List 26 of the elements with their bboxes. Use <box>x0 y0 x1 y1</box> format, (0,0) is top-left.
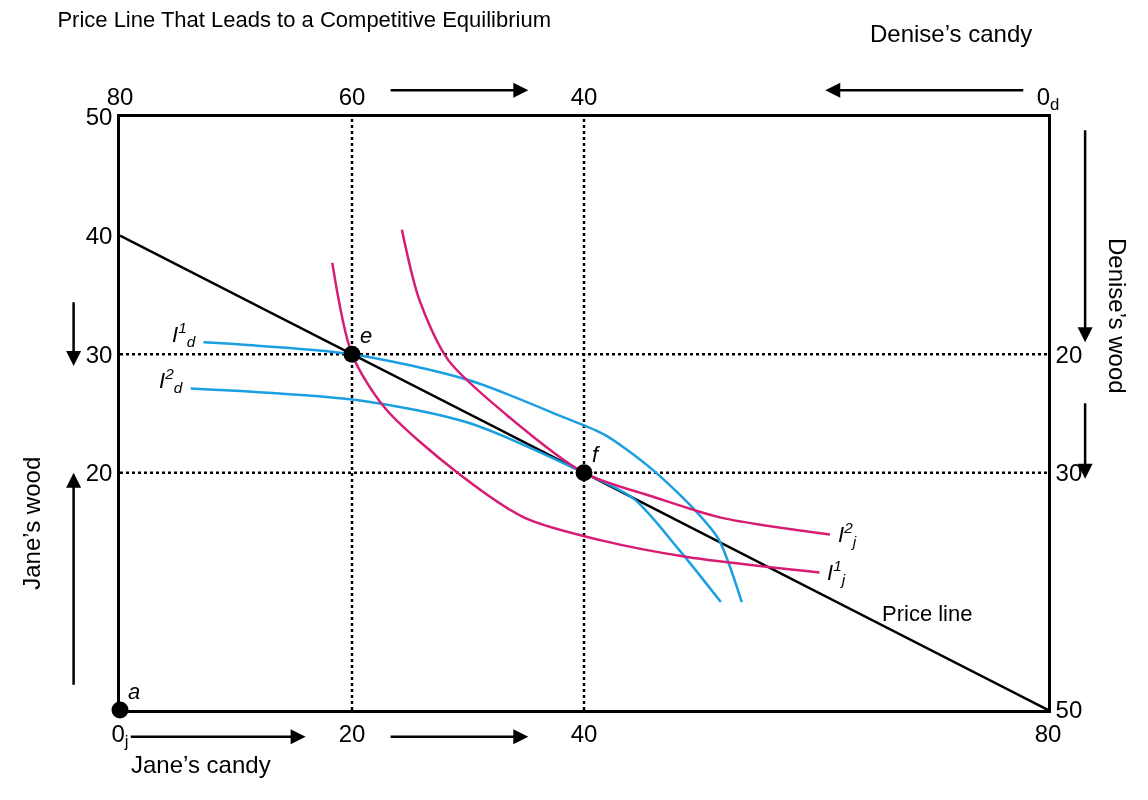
y2-axis-title: Denise’s wood <box>1104 238 1132 394</box>
series-label: f <box>592 442 601 467</box>
x-axis-title: Jane’s candy <box>131 751 271 778</box>
y-tick-label: 30 <box>85 340 113 368</box>
series-label: e <box>360 323 373 348</box>
y-tick-label: 40 <box>85 222 113 249</box>
series-label: Price line <box>882 601 973 626</box>
line-series <box>202 341 744 604</box>
series-label: a <box>128 679 141 704</box>
x2-tick-label: 60 <box>338 82 366 110</box>
x2-axis-title: Denise’s candy <box>870 20 1033 47</box>
y-tick-label: 20 <box>85 459 113 487</box>
y2-tick-label: 30 <box>1055 459 1083 487</box>
x-tick-label: 0$_{j}$ <box>111 719 129 751</box>
y2-tick-label: 20 <box>1055 340 1083 368</box>
y-axis-title: Jane’s wood <box>17 456 45 590</box>
x-tick-label: 40 <box>570 719 598 747</box>
point <box>343 345 361 363</box>
point <box>575 464 593 482</box>
line-series <box>400 228 832 536</box>
chart-title: Price Line That Leads to a Competitive Equilibrium <box>57 7 552 33</box>
line-series <box>189 387 723 604</box>
line-series <box>331 261 821 574</box>
x2-tick-label: 40 <box>570 82 598 110</box>
x-tick-label: 20 <box>338 719 366 747</box>
x2-tick-label: 0$_{d}$ <box>1036 82 1060 114</box>
